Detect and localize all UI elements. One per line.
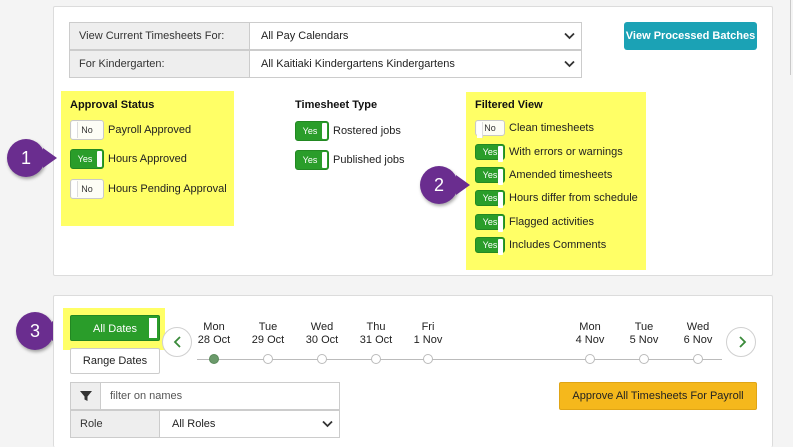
hours-pending-row: No Hours Pending Approval	[70, 179, 227, 199]
scroll-edge	[790, 0, 791, 75]
timeline-dot[interactable]	[639, 354, 649, 364]
payroll-approved-row: No Payroll Approved	[70, 120, 191, 140]
timesheets-for-filter[interactable]: View Current Timesheets For: All Pay Cal…	[69, 22, 582, 50]
day-6-nov[interactable]: Wed 6 Nov	[683, 321, 713, 346]
role-select[interactable]: All Roles	[160, 411, 339, 437]
day-28-oct[interactable]: Mon 28 Oct	[197, 321, 231, 346]
kindergarten-select[interactable]: All Kaitiaki Kindergartens Kindergartens	[250, 51, 581, 77]
amended-timesheets-row: Yes Amended timesheets	[475, 166, 613, 185]
kindergarten-label: For Kindergarten:	[70, 51, 250, 77]
timesheet-type-title: Timesheet Type	[295, 99, 378, 111]
callout-3-badge: 3	[16, 312, 54, 350]
all-dates-button[interactable]: All Dates	[70, 315, 160, 341]
includes-comments-row: Yes Includes Comments	[475, 236, 607, 255]
chevron-left-icon[interactable]	[162, 327, 192, 357]
clean-timesheets-row: No Clean timesheets	[475, 119, 594, 138]
includes-comments-toggle[interactable]: Yes	[475, 237, 505, 255]
timeline-dot-active[interactable]	[209, 354, 219, 364]
day-31-oct[interactable]: Thu 31 Oct	[359, 321, 393, 346]
chevron-down-icon	[322, 420, 333, 428]
hours-pending-toggle[interactable]: No	[70, 179, 104, 199]
clean-timesheets-toggle[interactable]: No	[475, 120, 505, 138]
pay-calendar-select[interactable]: All Pay Calendars	[250, 23, 581, 49]
chevron-right-icon[interactable]	[726, 327, 756, 357]
callout-1-pointer	[43, 148, 57, 168]
errors-warnings-label: With errors or warnings	[509, 146, 623, 158]
pay-calendar-value: All Pay Calendars	[261, 30, 349, 42]
approve-all-button[interactable]: Approve All Timesheets For Payroll	[559, 382, 757, 410]
day-30-oct[interactable]: Wed 30 Oct	[305, 321, 339, 346]
filter-icon	[71, 383, 101, 409]
kindergarten-filter[interactable]: For Kindergarten: All Kaitiaki Kindergar…	[69, 50, 582, 78]
approval-status-title: Approval Status	[70, 99, 155, 111]
day-4-nov[interactable]: Mon 4 Nov	[575, 321, 605, 346]
hours-differ-label: Hours differ from schedule	[509, 192, 638, 204]
clean-timesheets-label: Clean timesheets	[509, 122, 594, 134]
name-filter-group	[70, 382, 340, 410]
callout-1-badge: 1	[7, 139, 45, 177]
name-filter-input[interactable]	[101, 383, 339, 409]
payroll-approved-toggle[interactable]: No	[70, 120, 104, 140]
hours-pending-label: Hours Pending Approval	[108, 183, 227, 195]
includes-comments-label: Includes Comments	[509, 239, 607, 251]
day-5-nov[interactable]: Tue 5 Nov	[629, 321, 659, 346]
timeline-dot[interactable]	[693, 354, 703, 364]
hours-differ-toggle[interactable]: Yes	[475, 190, 505, 208]
callout-2-pointer	[456, 175, 470, 195]
hours-approved-toggle[interactable]: Yes	[70, 149, 104, 169]
published-jobs-row: Yes Published jobs	[295, 149, 405, 171]
role-value: All Roles	[172, 418, 216, 430]
flagged-activities-row: Yes Flagged activities	[475, 213, 594, 232]
rostered-jobs-label: Rostered jobs	[333, 125, 401, 137]
timeline-dot[interactable]	[371, 354, 381, 364]
rostered-jobs-toggle[interactable]: Yes	[295, 121, 329, 141]
flagged-activities-toggle[interactable]: Yes	[475, 214, 505, 232]
role-filter: Role All Roles	[70, 410, 340, 438]
hours-approved-label: Hours Approved	[108, 153, 187, 165]
timeline-track	[197, 359, 722, 360]
timeline-dot[interactable]	[317, 354, 327, 364]
filtered-view-title: Filtered View	[475, 99, 543, 111]
errors-warnings-toggle[interactable]: Yes	[475, 144, 505, 162]
kindergarten-value: All Kaitiaki Kindergartens Kindergartens	[261, 58, 455, 70]
callout-2-badge: 2	[420, 166, 458, 204]
errors-warnings-row: Yes With errors or warnings	[475, 143, 623, 162]
rostered-jobs-row: Yes Rostered jobs	[295, 120, 401, 142]
timeline-dot[interactable]	[585, 354, 595, 364]
published-jobs-label: Published jobs	[333, 154, 405, 166]
timeline-dot[interactable]	[423, 354, 433, 364]
view-processed-batches-button[interactable]: View Processed Batches	[624, 22, 757, 50]
day-29-oct[interactable]: Tue 29 Oct	[251, 321, 285, 346]
payroll-approved-label: Payroll Approved	[108, 124, 192, 136]
timesheets-for-label: View Current Timesheets For:	[70, 23, 250, 49]
hours-differ-row: Yes Hours differ from schedule	[475, 189, 638, 208]
amended-timesheets-toggle[interactable]: Yes	[475, 167, 505, 185]
day-1-nov[interactable]: Fri 1 Nov	[413, 321, 443, 346]
hours-approved-row: Yes Hours Approved	[70, 149, 187, 169]
role-label: Role	[71, 411, 160, 437]
range-dates-button[interactable]: Range Dates	[70, 348, 160, 374]
published-jobs-toggle[interactable]: Yes	[295, 150, 329, 170]
chevron-down-icon	[564, 60, 575, 68]
chevron-down-icon	[564, 32, 575, 40]
flagged-activities-label: Flagged activities	[509, 216, 594, 228]
amended-timesheets-label: Amended timesheets	[509, 169, 613, 181]
timeline-dot[interactable]	[263, 354, 273, 364]
